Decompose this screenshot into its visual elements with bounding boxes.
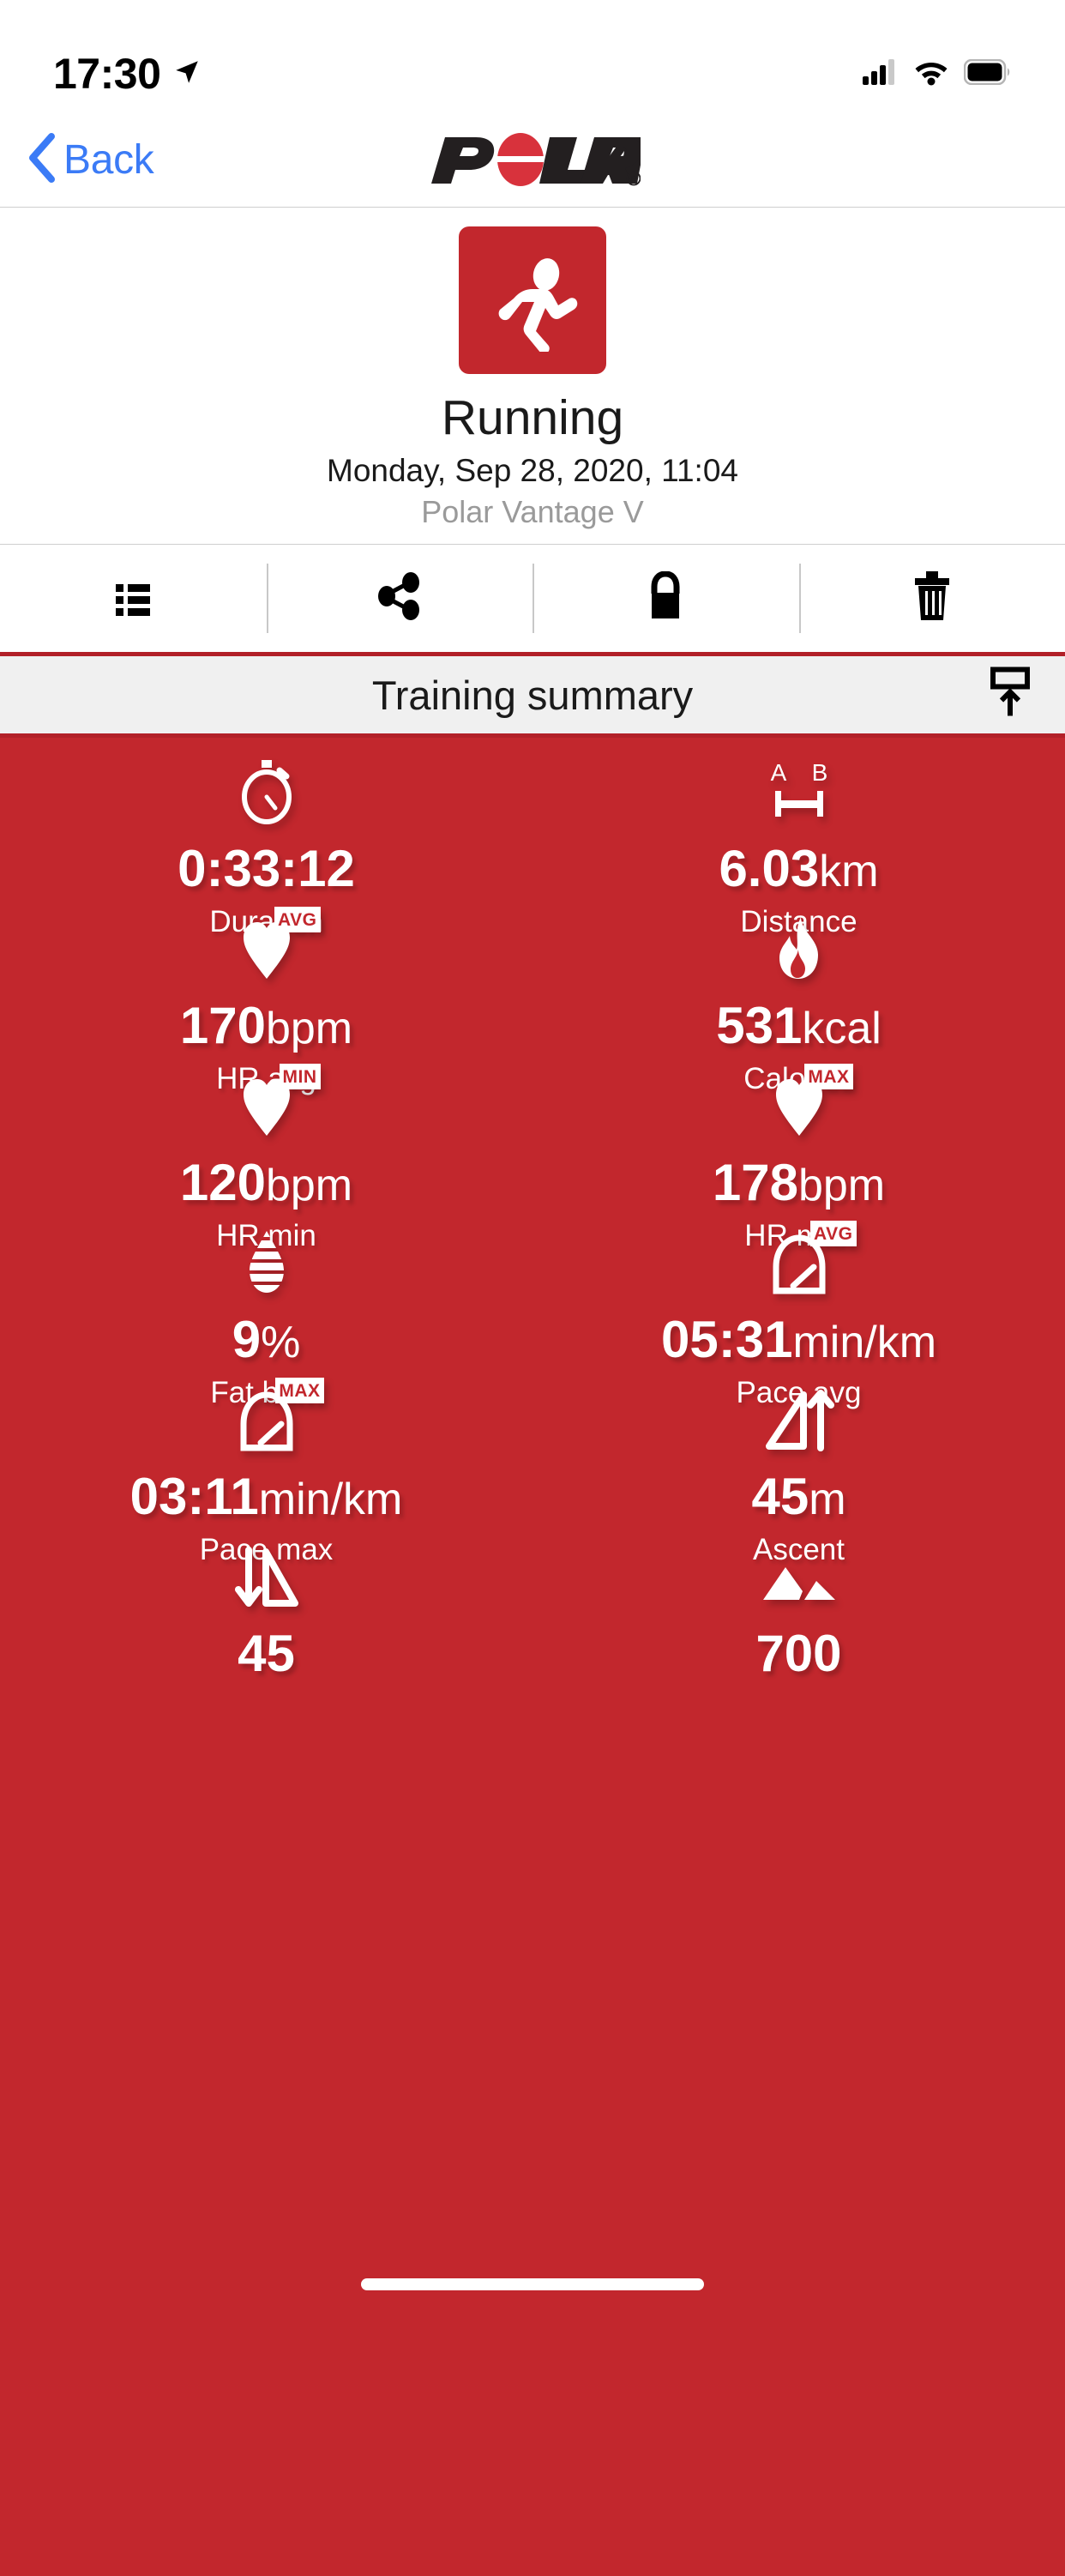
heart-icon: AVG [238, 915, 295, 982]
metric-hr-max: MAX 178bpm HR max [532, 1069, 1065, 1226]
lock-button[interactable] [532, 545, 799, 652]
status-bar-left: 17:30 [53, 49, 202, 99]
metric-number: 03:11 [130, 1468, 259, 1525]
metric-duration: 0:33:12 Duration [0, 755, 532, 912]
metric-hr-avg: AVG 170bpm HR avg [0, 912, 532, 1069]
metric-calories: 531kcal Calories [532, 912, 1065, 1069]
metric-pace-avg: AVG 05:31min/km Pace avg [532, 1226, 1065, 1383]
status-time: 17:30 [53, 49, 160, 99]
metric-descent: 45 [0, 1540, 532, 1697]
metric-unit: bpm [266, 1004, 352, 1053]
collapse-up-icon[interactable] [986, 667, 1034, 724]
trash-icon [911, 570, 954, 626]
metric-number: 531 [716, 997, 802, 1054]
metric-distance: A B 6.03km Distance [532, 755, 1065, 912]
metric-number: 05:31 [661, 1311, 792, 1368]
list-button[interactable] [0, 545, 267, 652]
metrics-grid: 0:33:12 Duration A B 6.03km Distance AVG [0, 738, 1065, 2576]
svg-text:B: B [811, 759, 827, 786]
back-button-label: Back [63, 136, 154, 184]
descent-icon [232, 1543, 302, 1610]
metric-number: 178 [713, 1154, 798, 1211]
metric-unit: min/km [259, 1475, 403, 1524]
cellular-signal-icon [863, 59, 899, 89]
metric-number: 120 [180, 1154, 266, 1211]
metric-number: 700 [755, 1625, 841, 1682]
activity-device: Polar Vantage V [421, 494, 644, 530]
back-button[interactable]: Back [26, 132, 154, 188]
chevron-left-icon [26, 132, 57, 188]
metric-number: 6.03 [719, 840, 819, 897]
mountain-peaks-icon [760, 1543, 839, 1610]
metric-unit: m [809, 1475, 845, 1524]
battery-full-icon [964, 59, 1012, 89]
stopwatch-icon [233, 758, 300, 825]
status-bar: 17:30 [0, 0, 1065, 113]
lock-icon [643, 571, 688, 625]
metric-ascent: 45m Ascent [532, 1383, 1065, 1540]
navigation-bar: Back R [0, 113, 1065, 208]
metric-pace-max: MAX 03:11min/km Pace max [0, 1383, 532, 1540]
metric-number: 0:33:12 [178, 840, 355, 897]
metric-value: 120bpm [180, 1153, 352, 1212]
metric-fat-burn: 9% Fat burn [0, 1226, 532, 1383]
metric-badge: AVG [274, 907, 320, 932]
metric-unit: % [261, 1318, 300, 1367]
share-button[interactable] [267, 545, 533, 652]
metric-value: 178bpm [713, 1153, 885, 1212]
metric-value: 170bpm [180, 996, 352, 1055]
metric-hr-min: MIN 120bpm HR min [0, 1069, 532, 1226]
metric-altitude: 700 [532, 1540, 1065, 1697]
metric-number: 45 [751, 1468, 809, 1525]
metric-value: 531kcal [716, 996, 881, 1055]
metric-badge: MAX [275, 1378, 323, 1403]
metric-value: 700 [755, 1624, 841, 1683]
heart-icon: MIN [238, 1072, 295, 1139]
polar-logo: R [424, 130, 641, 190]
metric-unit: km [819, 847, 878, 896]
home-indicator [361, 2278, 704, 2290]
metric-value: 45 [238, 1624, 295, 1683]
metric-unit: kcal [802, 1004, 881, 1053]
metric-value: 45m [751, 1467, 845, 1526]
metric-unit: bpm [798, 1161, 885, 1210]
running-person-icon [459, 226, 606, 374]
metric-badge: AVG [810, 1221, 856, 1246]
status-bar-right [863, 58, 1012, 90]
metric-number: 170 [180, 997, 266, 1054]
metric-badge: MAX [804, 1064, 852, 1089]
metric-value: 6.03km [719, 839, 878, 898]
metric-value: 05:31min/km [661, 1310, 936, 1369]
metric-badge: MIN [280, 1064, 321, 1089]
metric-unit: min/km [792, 1318, 936, 1367]
svg-text:R: R [630, 175, 636, 184]
action-toolbar [0, 545, 1065, 656]
flame-icon [775, 915, 823, 982]
training-summary-header: Training summary [0, 656, 1065, 738]
activity-title: Running [442, 389, 623, 446]
heart-icon: MAX [771, 1072, 827, 1139]
metric-unit: bpm [266, 1161, 352, 1210]
metric-number: 9 [232, 1311, 261, 1368]
metric-value: 9% [232, 1310, 301, 1369]
delete-button[interactable] [799, 545, 1065, 652]
activity-header: Running Monday, Sep 28, 2020, 11:04 Pola… [0, 208, 1065, 545]
ascent-icon [764, 1386, 834, 1453]
metric-value: 0:33:12 [178, 839, 355, 898]
activity-date: Monday, Sep 28, 2020, 11:04 [327, 453, 738, 489]
metric-number: 45 [238, 1625, 295, 1682]
share-icon [375, 571, 424, 625]
speedometer-icon: AVG [767, 1229, 831, 1296]
svg-text:A: A [770, 759, 786, 786]
metric-value: 03:11min/km [130, 1467, 403, 1526]
summary-title: Training summary [372, 672, 693, 719]
list-icon [111, 574, 155, 623]
location-arrow-icon [172, 57, 202, 91]
fat-burn-drop-icon [243, 1229, 291, 1296]
distance-ab-icon: A B [761, 758, 837, 825]
wifi-icon [913, 58, 949, 90]
speedometer-icon: MAX [235, 1386, 298, 1453]
